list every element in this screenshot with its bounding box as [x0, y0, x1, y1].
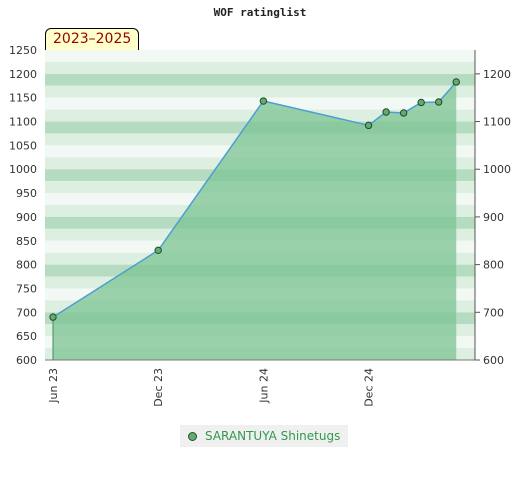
right-tick-label: 600: [483, 354, 504, 367]
left-tick-label: 700: [16, 306, 37, 319]
right-tick-label: 1200: [483, 68, 511, 81]
grid-band: [45, 61, 475, 74]
left-tick-label: 1150: [9, 92, 37, 105]
right-tick-label: 800: [483, 259, 504, 272]
left-tick-label: 1200: [9, 68, 37, 81]
left-tick-label: 600: [16, 354, 37, 367]
legend[interactable]: SARANTUYA Shinetugs: [180, 425, 349, 447]
left-tick-label: 850: [16, 235, 37, 248]
grid-band: [45, 85, 475, 98]
grid-band: [45, 73, 475, 86]
left-tick-label: 1000: [9, 163, 37, 176]
data-point: [49, 313, 57, 321]
legend-label: SARANTUYA Shinetugs: [205, 429, 341, 443]
x-tick-label: Dec 24: [363, 368, 376, 407]
x-tick-label: Jun 23: [47, 368, 60, 404]
data-point: [417, 98, 425, 107]
x-tick-label: Jun 24: [257, 368, 270, 404]
left-tick-label: 950: [16, 187, 37, 200]
data-point: [452, 78, 460, 86]
right-tick-label: 1000: [483, 163, 511, 176]
right-tick-label: 900: [483, 211, 504, 224]
data-point: [399, 109, 408, 117]
x-axis-ticks: Jun 23 Dec 23 Jun 24 Dec 24: [47, 368, 376, 407]
left-tick-label: 800: [16, 259, 37, 272]
left-tick-label: 750: [16, 282, 37, 295]
area-path: [53, 81, 457, 360]
grid-band: [45, 50, 475, 62]
right-tick-label: 1100: [483, 116, 511, 129]
data-point: [154, 246, 162, 255]
data-point: [382, 108, 390, 116]
right-tick-label: 700: [483, 306, 504, 319]
left-tick-label: 1050: [9, 139, 37, 152]
left-tick-label: 1100: [9, 116, 37, 129]
legend-marker-icon: [188, 431, 197, 441]
left-tick-label: 900: [16, 211, 37, 224]
data-point: [435, 98, 443, 106]
left-tick-label: 650: [16, 330, 37, 343]
grid-band: [45, 97, 475, 110]
right-axis-ticks: 600 700 800 900 1000 1100 1200: [475, 68, 511, 367]
chart-title: WOF ratinglist: [213, 6, 307, 19]
x-tick-label: Dec 23: [152, 368, 165, 407]
left-tick-label: 1250: [9, 44, 37, 57]
data-point: [364, 121, 373, 130]
data-point: [259, 97, 268, 105]
left-axis-ticks: 600 650 700 750 800 850 900 950 1000 1050 1100 1150…: [9, 44, 37, 367]
series-points: [49, 78, 460, 321]
axes: [45, 50, 476, 361]
area-fill: [53, 81, 457, 360]
